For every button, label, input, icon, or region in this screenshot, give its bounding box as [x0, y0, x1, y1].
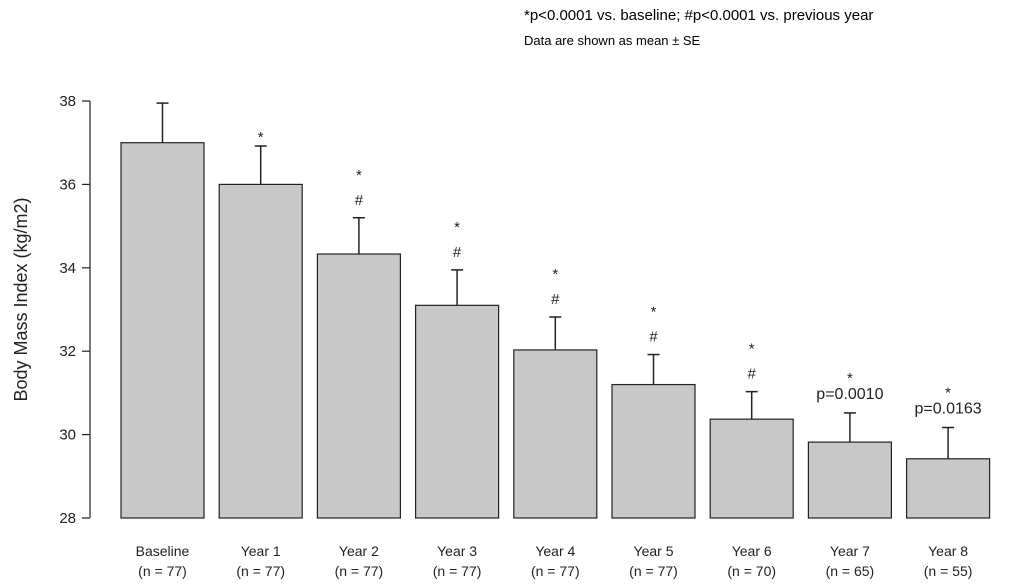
bar — [611, 383, 696, 519]
star-marker: * — [945, 385, 951, 402]
star-marker: * — [356, 167, 362, 184]
x-n-label: (n = 77) — [433, 563, 482, 579]
star-marker: * — [847, 370, 853, 387]
x-category-label: Year 3 — [437, 543, 477, 559]
bar — [415, 304, 500, 519]
x-n-label: (n = 77) — [138, 563, 187, 579]
x-n-label: (n = 77) — [236, 563, 285, 579]
star-marker: * — [749, 341, 755, 358]
y-tick-label: 30 — [59, 427, 76, 444]
bar — [513, 349, 598, 519]
x-n-label: (n = 77) — [629, 563, 678, 579]
p-value-label: p=0.0163 — [915, 401, 982, 418]
x-n-label: (n = 55) — [924, 563, 973, 579]
p-value-label: p=0.0010 — [816, 386, 883, 403]
bar — [709, 418, 794, 519]
x-category-label: Year 4 — [535, 543, 575, 559]
x-category-label: Year 8 — [928, 543, 968, 559]
x-category-label: Baseline — [136, 543, 190, 559]
star-marker: * — [552, 266, 558, 283]
bar — [807, 441, 893, 519]
y-tick-label: 28 — [59, 510, 76, 527]
bar — [120, 142, 205, 519]
x-category-label: Year 5 — [634, 543, 674, 559]
y-tick-label: 36 — [59, 176, 76, 193]
hash-marker: # — [748, 366, 757, 383]
significance-note: *p<0.0001 vs. baseline; #p<0.0001 vs. pr… — [524, 7, 874, 24]
bar — [218, 183, 303, 519]
hash-marker: # — [649, 329, 658, 346]
bar — [316, 253, 401, 519]
hash-marker: # — [355, 192, 364, 209]
star-marker: * — [454, 219, 460, 236]
x-category-label: Year 1 — [241, 543, 281, 559]
y-tick-label: 38 — [59, 93, 76, 110]
summary-note: Data are shown as mean ± SE — [524, 33, 701, 48]
x-category-label: Year 2 — [339, 543, 379, 559]
y-tick-label: 34 — [59, 260, 76, 277]
hash-marker: # — [453, 244, 462, 261]
x-category-label: Year 7 — [830, 543, 870, 559]
hash-marker: # — [551, 291, 560, 308]
y-tick-label: 32 — [59, 343, 76, 360]
y-axis-label: Body Mass Index (kg/m2) — [11, 197, 31, 401]
x-n-label: (n = 70) — [727, 563, 776, 579]
x-category-label: Year 6 — [732, 543, 772, 559]
star-marker: * — [651, 304, 657, 321]
star-marker: * — [258, 129, 264, 146]
x-n-label: (n = 65) — [826, 563, 875, 579]
bar — [905, 458, 991, 519]
x-n-label: (n = 77) — [531, 563, 580, 579]
x-n-label: (n = 77) — [335, 563, 384, 579]
